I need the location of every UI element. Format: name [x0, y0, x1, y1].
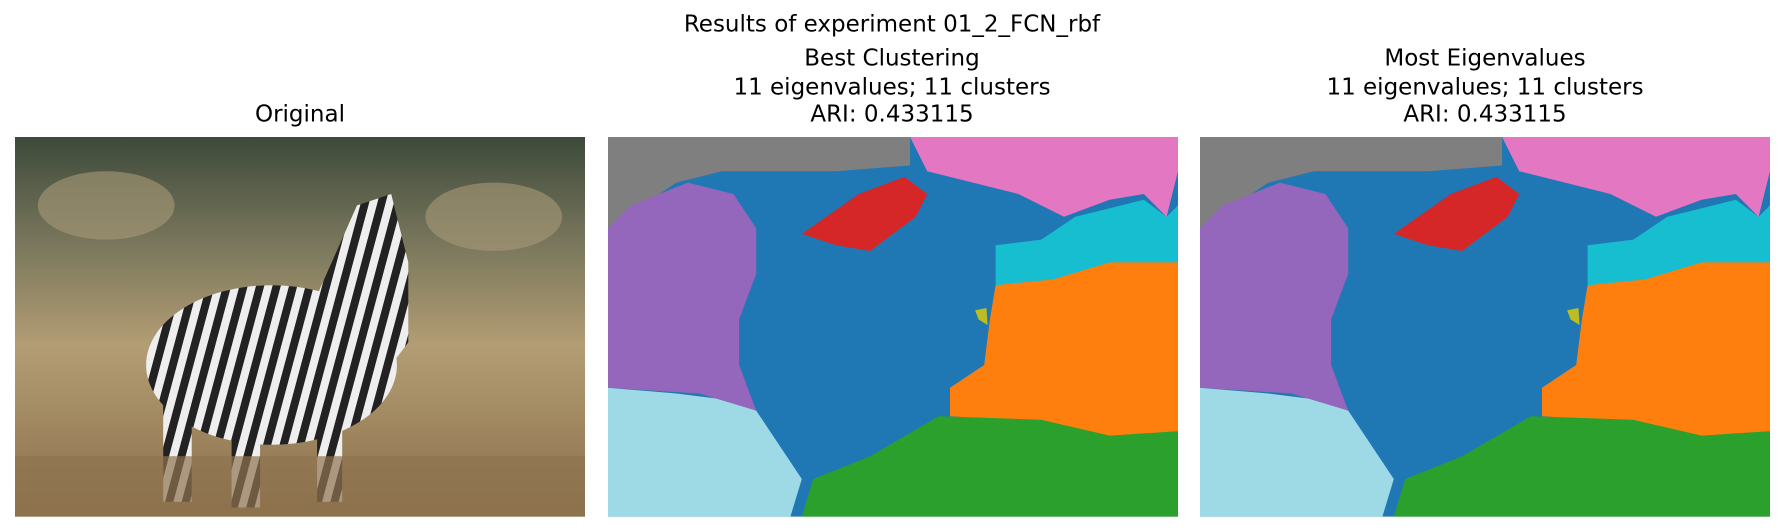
panel-most-eigenvalues: Most Eigenvalues 11 eigenvalues; 11 clus…: [1200, 46, 1770, 517]
panel-title: Original: [255, 102, 345, 128]
panel-title: 11 eigenvalues; 11 clusters: [1326, 75, 1643, 101]
figure-title: Results of experiment 01_2_FCN_rbf: [684, 12, 1101, 38]
panel-title: Best Clustering: [804, 46, 979, 72]
panel-title: 11 eigenvalues; 11 clusters: [733, 75, 1050, 101]
panel-title: ARI: 0.433115: [810, 102, 973, 128]
panel-title: Most Eigenvalues: [1384, 46, 1585, 72]
panel-original: Original: [15, 102, 585, 517]
panel-best-clustering: Best Clustering 11 eigenvalues; 11 clust…: [608, 46, 1178, 517]
panel-title: ARI: 0.433115: [1403, 102, 1566, 128]
